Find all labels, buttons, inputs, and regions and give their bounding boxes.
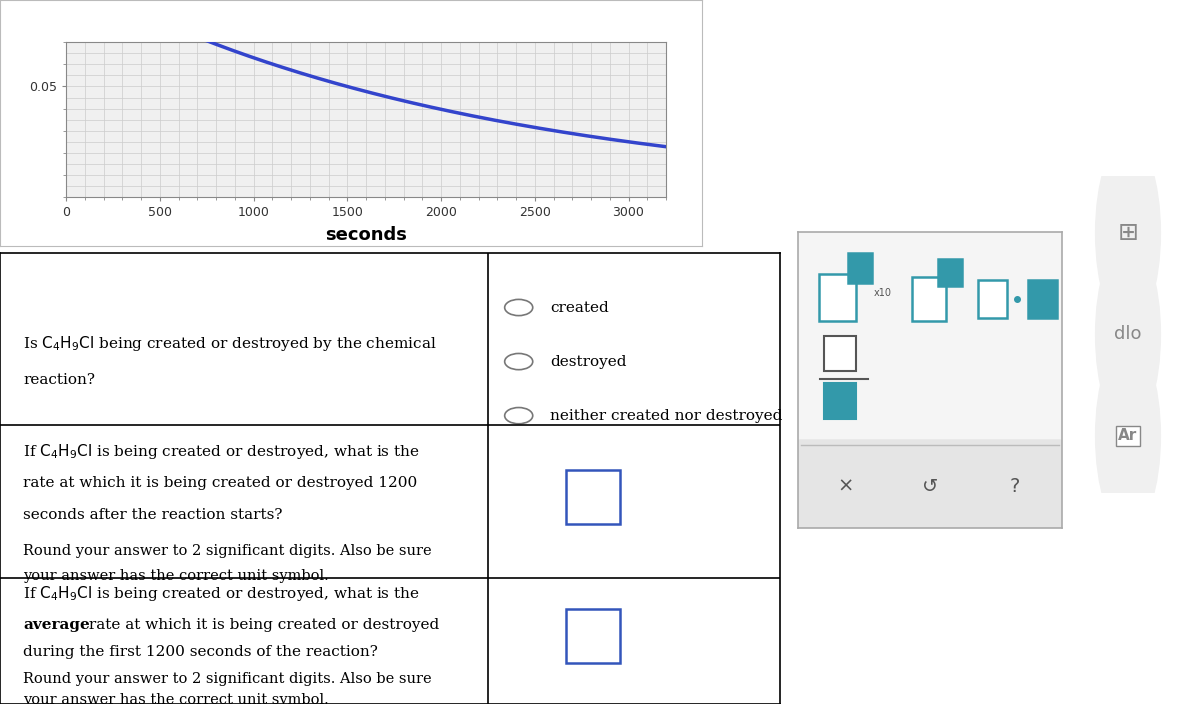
- Text: ×: ×: [838, 477, 853, 496]
- Text: destroyed: destroyed: [550, 355, 626, 369]
- X-axis label: seconds: seconds: [325, 226, 407, 244]
- FancyBboxPatch shape: [1027, 279, 1057, 318]
- Text: Round your answer to 2 significant digits. Also be sure: Round your answer to 2 significant digit…: [24, 672, 432, 686]
- Text: x10: x10: [874, 288, 892, 298]
- FancyBboxPatch shape: [824, 336, 856, 371]
- Text: your answer has the correct unit symbol.: your answer has the correct unit symbol.: [24, 693, 329, 704]
- Text: dlo: dlo: [1115, 325, 1141, 344]
- FancyBboxPatch shape: [565, 610, 620, 663]
- Text: average: average: [24, 618, 90, 632]
- FancyBboxPatch shape: [938, 259, 961, 286]
- Text: your answer has the correct unit symbol.: your answer has the correct unit symbol.: [24, 569, 329, 583]
- FancyBboxPatch shape: [824, 383, 856, 419]
- Text: during the first 1200 seconds of the reaction?: during the first 1200 seconds of the rea…: [24, 645, 378, 659]
- Text: rate at which it is being created or destroyed: rate at which it is being created or des…: [84, 618, 439, 632]
- FancyBboxPatch shape: [793, 227, 1067, 534]
- Text: rate at which it is being created or destroyed 1200: rate at which it is being created or des…: [24, 476, 418, 490]
- Text: neither created nor destroyed: neither created nor destroyed: [550, 408, 782, 422]
- FancyBboxPatch shape: [978, 279, 1007, 318]
- Text: ↺: ↺: [922, 477, 938, 496]
- FancyBboxPatch shape: [565, 470, 620, 524]
- Text: seconds after the reaction starts?: seconds after the reaction starts?: [24, 508, 283, 522]
- Circle shape: [1096, 138, 1160, 328]
- Text: created: created: [550, 301, 608, 315]
- Text: If $\mathrm{C_4H_9Cl}$ is being created or destroyed, what is the: If $\mathrm{C_4H_9Cl}$ is being created …: [24, 584, 420, 603]
- FancyBboxPatch shape: [796, 439, 1064, 531]
- Circle shape: [1096, 239, 1160, 429]
- Text: Is $\mathrm{C_4H_9Cl}$ being created or destroyed by the chemical: Is $\mathrm{C_4H_9Cl}$ being created or …: [24, 334, 437, 353]
- Text: Round your answer to 2 significant digits. Also be sure: Round your answer to 2 significant digit…: [24, 543, 432, 558]
- Text: reaction?: reaction?: [24, 372, 96, 386]
- FancyBboxPatch shape: [820, 274, 856, 321]
- Circle shape: [1096, 341, 1160, 531]
- FancyBboxPatch shape: [912, 277, 946, 321]
- Text: ?: ?: [1009, 477, 1020, 496]
- Text: If $\mathrm{C_4H_9Cl}$ is being created or destroyed, what is the: If $\mathrm{C_4H_9Cl}$ is being created …: [24, 442, 420, 461]
- Text: Ar: Ar: [1118, 428, 1138, 444]
- FancyBboxPatch shape: [848, 253, 872, 282]
- Text: ⊞: ⊞: [1117, 221, 1139, 245]
